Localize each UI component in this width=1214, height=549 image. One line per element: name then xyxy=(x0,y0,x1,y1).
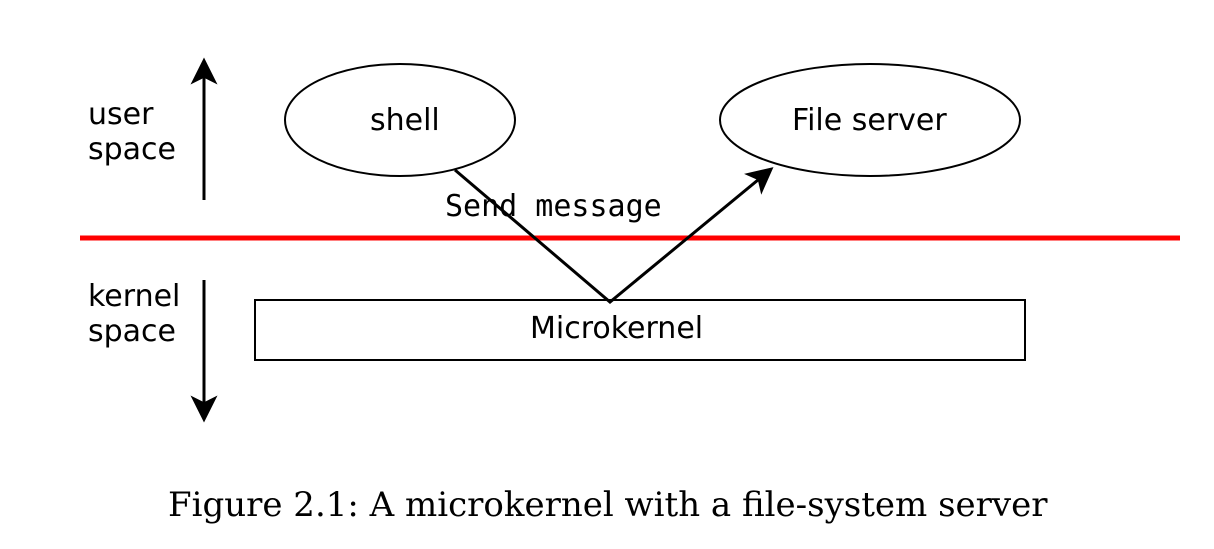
kernel-space-line1: kernel xyxy=(88,279,180,314)
user-space-label: user space xyxy=(88,98,176,167)
user-space-line1: user xyxy=(88,97,153,132)
diagram-stage: user space kernel space shell File serve… xyxy=(0,0,1214,549)
kernel-space-label: kernel space xyxy=(88,280,180,349)
microkernel-label: Microkernel xyxy=(530,312,703,347)
file-server-label: File server xyxy=(792,104,947,139)
send-message-label: Send message xyxy=(445,190,662,225)
shell-label: shell xyxy=(370,104,440,139)
kernel-space-line2: space xyxy=(88,314,176,349)
figure-caption: Figure 2.1: A microkernel with a file-sy… xyxy=(168,485,1047,525)
diagram-svg xyxy=(0,0,1214,549)
user-space-line2: space xyxy=(88,132,176,167)
